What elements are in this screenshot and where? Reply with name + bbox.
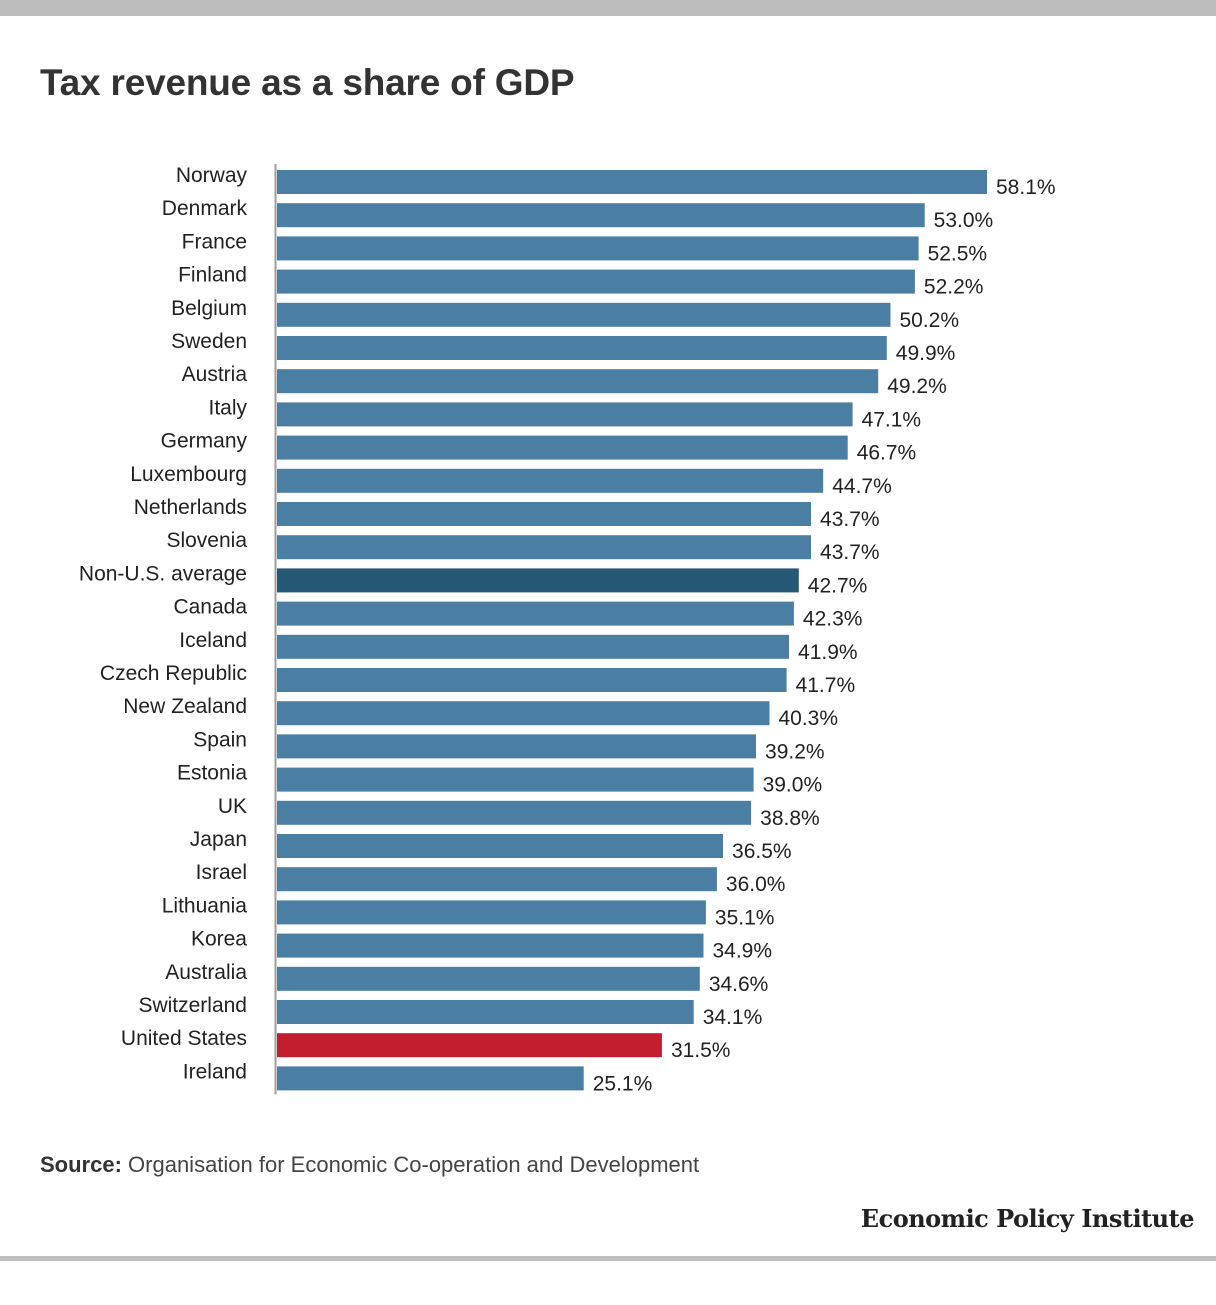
category-label-luxembourg: Luxembourg (130, 463, 247, 486)
publisher-logo: Economic Policy Institute (860, 1204, 1195, 1233)
category-label-denmark: Denmark (162, 197, 248, 220)
bar-ireland (277, 1066, 584, 1091)
category-label-spain: Spain (193, 728, 247, 751)
bar-estonia (277, 767, 754, 792)
category-label-estonia: Estonia (177, 762, 247, 785)
bar-czech-republic (277, 668, 787, 692)
bar-new-zealand (277, 701, 770, 726)
value-label-switzerland: 34.1% (703, 1006, 763, 1029)
value-label-non-u-s-average: 42.7% (808, 574, 868, 597)
bar-slovenia (277, 535, 811, 560)
category-label-switzerland: Switzerland (138, 994, 247, 1017)
chart-title: Tax revenue as a share of GDP (40, 62, 575, 103)
category-label-netherlands: Netherlands (134, 496, 247, 519)
bar-italy (277, 402, 853, 427)
bar-spain (277, 734, 756, 759)
bar-iceland (277, 634, 789, 659)
value-label-japan: 36.5% (732, 840, 792, 863)
category-label-korea: Korea (191, 928, 247, 951)
bar-non-u-s-average (277, 568, 799, 593)
bar-uk (277, 800, 752, 825)
value-label-united-states: 31.5% (671, 1039, 731, 1062)
source-text: Organisation for Economic Co-operation a… (121, 1152, 700, 1177)
top-border (0, 0, 1216, 16)
category-label-austria: Austria (182, 363, 248, 386)
category-label-italy: Italy (208, 396, 247, 419)
bar-austria (277, 369, 879, 394)
bar-japan (277, 834, 723, 858)
value-label-finland: 52.2% (924, 276, 984, 299)
category-label-non-u-s-average: Non-U.S. average (79, 562, 247, 585)
category-label-uk: UK (218, 795, 247, 818)
value-label-new-zealand: 40.3% (778, 707, 838, 730)
value-label-norway: 58.1% (996, 176, 1056, 199)
category-label-new-zealand: New Zealand (123, 695, 247, 718)
bar-luxembourg (277, 468, 824, 493)
value-label-estonia: 39.0% (763, 774, 823, 797)
value-label-italy: 47.1% (862, 408, 922, 431)
category-label-israel: Israel (196, 861, 247, 884)
value-label-czech-republic: 41.7% (796, 674, 856, 697)
value-label-iceland: 41.9% (798, 641, 858, 664)
bar-belgium (277, 302, 891, 327)
category-label-sweden: Sweden (171, 330, 247, 353)
value-label-austria: 49.2% (887, 375, 947, 398)
bar-united-states (277, 1033, 662, 1058)
value-label-luxembourg: 44.7% (832, 475, 892, 498)
category-label-norway: Norway (176, 164, 248, 187)
value-label-korea: 34.9% (712, 940, 772, 963)
bar-netherlands (277, 502, 811, 526)
bar-sweden (277, 336, 887, 360)
value-label-netherlands: 43.7% (820, 508, 880, 531)
value-label-france: 52.5% (928, 242, 988, 265)
value-label-israel: 36.0% (726, 873, 786, 896)
value-label-belgium: 50.2% (899, 309, 959, 332)
bar-germany (277, 435, 848, 460)
value-label-slovenia: 43.7% (820, 541, 880, 564)
category-label-germany: Germany (161, 430, 248, 453)
category-label-canada: Canada (173, 596, 247, 619)
category-label-france: France (182, 230, 247, 253)
bar-france (277, 236, 919, 261)
category-label-czech-republic: Czech Republic (100, 662, 247, 685)
bar-australia (277, 966, 700, 991)
bar-canada (277, 601, 794, 626)
value-label-denmark: 53.0% (934, 209, 994, 232)
category-label-united-states: United States (121, 1027, 247, 1050)
bar-switzerland (277, 1000, 694, 1024)
value-label-sweden: 49.9% (896, 342, 956, 365)
value-label-lithuania: 35.1% (715, 906, 775, 929)
bar-denmark (277, 203, 925, 228)
category-label-slovenia: Slovenia (166, 529, 247, 552)
bar-norway (277, 170, 987, 194)
category-label-australia: Australia (165, 961, 247, 984)
category-label-ireland: Ireland (183, 1060, 247, 1083)
bar-chart: Norway 58.1% Denmark 53.0% France 52.5% Finlan… (79, 164, 1056, 1095)
bar-lithuania (277, 900, 706, 925)
bar-finland (277, 269, 915, 294)
value-label-uk: 38.8% (760, 807, 820, 830)
value-label-australia: 34.6% (709, 973, 769, 996)
source-note: Source: Organisation for Economic Co-ope… (40, 1152, 699, 1178)
bottom-border (0, 1256, 1216, 1261)
value-label-germany: 46.7% (857, 442, 917, 465)
category-label-iceland: Iceland (179, 629, 247, 652)
category-label-lithuania: Lithuania (162, 894, 248, 917)
bar-korea (277, 933, 704, 958)
bar-israel (277, 867, 717, 892)
value-label-spain: 39.2% (765, 740, 825, 763)
source-label: Source: (40, 1152, 122, 1177)
category-label-belgium: Belgium (171, 297, 247, 320)
category-label-japan: Japan (190, 828, 247, 851)
category-label-finland: Finland (178, 264, 247, 287)
value-label-ireland: 25.1% (593, 1072, 653, 1095)
value-label-canada: 42.3% (803, 608, 863, 631)
